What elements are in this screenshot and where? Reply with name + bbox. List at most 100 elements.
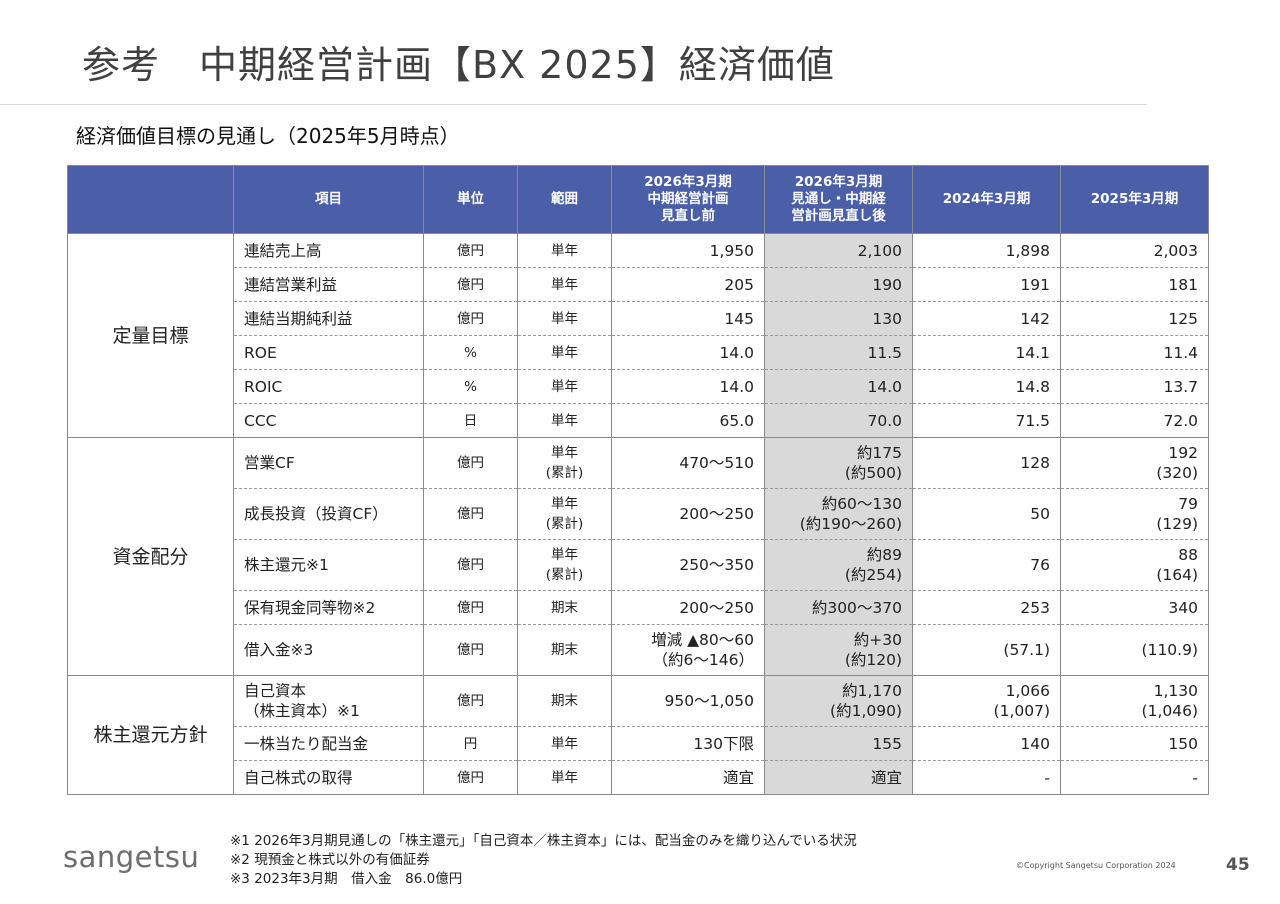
plan-before-cell-line: 増減 ▲80～60: [651, 631, 754, 649]
plan-before-cell: 適宜: [611, 760, 765, 795]
range-cell-line: 単年: [551, 412, 578, 429]
fy2025-cell-line: 2,003: [1153, 241, 1198, 260]
unit-cell: 億円: [423, 301, 518, 336]
fy2024-cell-line: 1,066: [1005, 682, 1050, 700]
page-title: 参考 中期経営計画【BX 2025】経済価値: [82, 43, 835, 87]
range-cell: 単年: [517, 760, 612, 795]
range-cell-line: 期末: [551, 642, 578, 658]
fy2024-cell-line: 14.1: [1015, 343, 1050, 362]
range-cell: 単年: [517, 233, 612, 268]
range-cell-line: (累計): [545, 465, 584, 481]
header-plan-before: 2026年3月期 中期経営計画 見直し前: [611, 165, 765, 234]
item-cell: 一株当たり配当金: [233, 726, 424, 761]
economic-value-table: 項目 単位 範囲 2026年3月期 中期経営計画 見直し前 2026年3月期 見…: [67, 165, 1209, 795]
fy2025-cell: 340: [1060, 590, 1209, 625]
range-cell-line: 期末: [551, 599, 578, 616]
plan-before-cell: 145: [611, 301, 765, 336]
company-logo: sangetsu: [63, 840, 200, 874]
plan-before-cell: 増減 ▲80～60 （約6～146）: [611, 624, 765, 676]
item-cell-line: 連結当期純利益: [244, 309, 353, 328]
plan-before-cell-line: 470～510: [679, 454, 754, 472]
range-cell-line: 単年: [551, 310, 578, 327]
range-cell-line: 単年: [551, 378, 578, 395]
fy2024-cell-line: 142: [1020, 309, 1050, 328]
item-cell: 自己株式の取得: [233, 760, 424, 795]
fy2025-cell-line: (1,046): [1141, 702, 1198, 720]
group-label: 株主還元方針: [67, 675, 234, 795]
plan-before-cell: 1,950: [611, 233, 765, 268]
unit-cell: 億円: [423, 488, 518, 540]
item-cell: 連結営業利益: [233, 267, 424, 302]
group-label: 資金配分: [67, 437, 234, 676]
header-item: 項目: [233, 165, 424, 234]
plan-before-cell-line: 205: [724, 275, 754, 294]
footnotes: ※1 2026年3月期見通しの「株主還元」「自己資本／株主資本」には、配当金のみ…: [230, 832, 857, 889]
plan-before-cell-line: 14.0: [719, 377, 754, 396]
table-row: 一株当たり配当金 円 単年 130下限 155 140 150: [68, 726, 1209, 761]
header-outlook-after-line: 営計画見直し後: [791, 208, 886, 224]
item-cell: 成長投資（投資CF）: [233, 488, 424, 540]
outlook-after-cell: 約+30 (約120): [764, 624, 913, 676]
header-row: 項目 単位 範囲 2026年3月期 中期経営計画 見直し前 2026年3月期 見…: [67, 165, 1209, 234]
footnote: ※1 2026年3月期見通しの「株主還元」「自己資本／株主資本」には、配当金のみ…: [230, 833, 857, 849]
item-cell: 株主還元※1: [233, 539, 424, 591]
item-cell-line: 営業CF: [244, 454, 295, 472]
outlook-after-cell: 2,100: [764, 233, 913, 268]
outlook-after-cell: 約175 (約500): [764, 437, 913, 489]
fy2025-cell: 181: [1060, 267, 1209, 302]
fy2025-cell-line: 88: [1178, 546, 1198, 564]
outlook-after-cell-line: (約254): [844, 566, 902, 584]
item-cell-line: 借入金※3: [244, 641, 314, 659]
range-cell: 単年: [517, 301, 612, 336]
plan-before-cell-line: 950～1,050: [664, 692, 754, 710]
range-cell: 単年 (累計): [517, 437, 612, 489]
fy2025-cell: 150: [1060, 726, 1209, 761]
outlook-after-cell-line: 約89: [866, 546, 902, 564]
fy2025-cell-line: 150: [1168, 734, 1198, 753]
table-row: ROIC% 単年 14.0 14.0 14.8 13.7: [68, 369, 1209, 404]
item-cell-line: 自己資本: [244, 682, 307, 700]
plan-before-cell: 250～350: [611, 539, 765, 591]
outlook-after-cell: 130: [764, 301, 913, 336]
range-cell: 単年 (累計): [517, 488, 612, 540]
outlook-after-cell-line: 約+30: [853, 631, 902, 649]
fy2025-cell: 1,130 (1,046): [1060, 675, 1209, 727]
plan-before-cell-line: 200～250: [679, 598, 754, 617]
outlook-after-cell: 約60～130 (約190～260): [764, 488, 913, 540]
fy2025-cell-line: (110.9): [1141, 641, 1198, 659]
range-cell: 期末: [517, 675, 612, 727]
unit-cell: 億円: [423, 539, 518, 591]
fy2024-cell: 76: [912, 539, 1061, 591]
fy2025-cell-line: 11.4: [1163, 343, 1198, 362]
plan-before-cell: 14.0: [611, 335, 765, 370]
footnote: ※2 現預金と株式以外の有価証券: [230, 852, 430, 868]
plan-before-cell: 65.0: [611, 403, 765, 438]
fy2025-cell: 79 (129): [1060, 488, 1209, 540]
page-number: 45: [1226, 855, 1250, 875]
plan-before-cell: 14.0: [611, 369, 765, 404]
range-cell-line: 期末: [551, 693, 578, 709]
plan-before-cell-line: 130下限: [693, 734, 754, 753]
range-cell-line: 単年: [551, 242, 578, 259]
fy2024-cell-line: -: [1044, 768, 1050, 787]
table-row: 株主還元※1 億円 単年 (累計) 250～350 約89 (約254) 76 88 (164): [68, 539, 1209, 591]
fy2024-cell-line: 253: [1020, 598, 1050, 617]
plan-before-cell: 130下限: [611, 726, 765, 761]
outlook-after-cell-line: 約1,170: [842, 682, 902, 700]
item-cell-line: 自己株式の取得: [244, 768, 353, 787]
range-cell: 単年: [517, 403, 612, 438]
fy2025-cell-line: 72.0: [1163, 411, 1198, 430]
table-row: ROE% 単年 14.0 11.5 14.1 11.4: [68, 335, 1209, 370]
header-outlook-after: 2026年3月期 見通し・中期経 営計画見直し後: [764, 165, 913, 234]
unit-cell: 億円: [423, 437, 518, 489]
outlook-after-cell: 適宜: [764, 760, 913, 795]
fy2024-cell: 142: [912, 301, 1061, 336]
outlook-after-cell-line: 11.5: [867, 343, 902, 362]
header-fy2024: 2024年3月期: [912, 165, 1061, 234]
outlook-after-cell-line: (約1,090): [830, 702, 902, 720]
fy2025-cell-line: (129): [1156, 515, 1198, 533]
item-cell: 保有現金同等物※2: [233, 590, 424, 625]
fy2024-cell: 191: [912, 267, 1061, 302]
table-body: 定量目標 連結売上高 億円 単年 1,950 2,100 1,898 2,003 連結営業利益億…: [67, 233, 1209, 795]
fy2024-cell-line: 140: [1020, 734, 1050, 753]
